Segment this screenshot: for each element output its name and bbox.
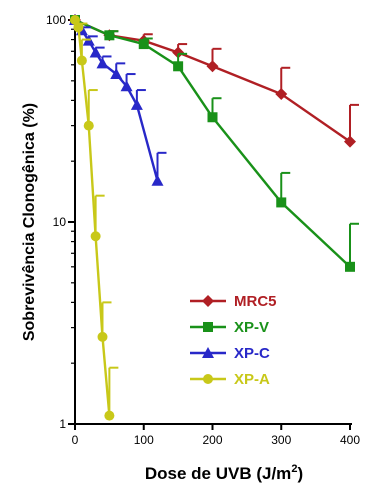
data-point-xp-v — [345, 261, 355, 272]
x-tick-label-400: 400 — [340, 433, 360, 447]
data-point-xp-v — [207, 112, 218, 123]
y-tick-label-10: 10 — [53, 215, 67, 229]
data-point-xp-a — [83, 120, 94, 131]
x-axis-title: Dose de UVB (J/m2) — [145, 463, 303, 483]
legend-marker-triangle — [202, 347, 214, 358]
data-point-xp-v — [173, 61, 184, 72]
legend-marker-square — [203, 322, 213, 332]
data-point-xp-c — [110, 68, 123, 80]
series-xp-v — [70, 15, 359, 272]
data-point-mrc5 — [275, 88, 288, 101]
data-point-xp-c — [151, 174, 164, 186]
x-tick-label-0: 0 — [72, 433, 79, 447]
series-line-xp-a — [73, 19, 111, 416]
data-point-xp-c — [120, 80, 133, 92]
y-axis-title: Sobrevivência Clonogênica (%) — [21, 103, 38, 341]
y-tick-label-100: 100 — [46, 13, 66, 27]
data-point-mrc5 — [206, 60, 219, 73]
data-point-mrc5 — [172, 46, 185, 59]
data-point-xp-a — [73, 22, 84, 33]
x-axis-title-superscript: 2 — [291, 463, 297, 475]
legend-label-mrc5: MRC5 — [234, 293, 277, 310]
series-xp-a — [70, 15, 119, 421]
data-point-xp-c — [96, 57, 109, 69]
legend-marker-diamond — [202, 295, 214, 307]
legend-entry-xp-c: XP-C — [190, 345, 270, 362]
legend-entry-mrc5: MRC5 — [190, 293, 277, 310]
data-point-mrc5 — [344, 135, 356, 148]
legend-marker-circle — [203, 374, 213, 384]
data-point-xp-a — [90, 231, 101, 242]
x-tick-label-200: 200 — [202, 433, 222, 447]
data-point-xp-c — [89, 46, 102, 58]
data-point-xp-a — [76, 55, 87, 66]
data-point-xp-v — [138, 39, 149, 50]
data-point-xp-v — [104, 30, 115, 41]
legend-entry-xp-a: XP-A — [190, 371, 270, 388]
x-tick-label-100: 100 — [134, 433, 154, 447]
data-point-xp-a — [97, 331, 108, 342]
data-point-xp-c — [130, 98, 143, 110]
data-point-xp-a — [104, 410, 115, 421]
data-point-xp-v — [276, 197, 287, 208]
y-tick-label-1: 1 — [59, 417, 66, 431]
legend-label-xp-a: XP-A — [234, 371, 270, 388]
legend-label-xp-v: XP-V — [234, 319, 269, 336]
x-tick-label-300: 300 — [271, 433, 291, 447]
legend-entry-xp-v: XP-V — [190, 319, 269, 336]
series-xp-c — [69, 14, 167, 186]
legend-label-xp-c: XP-C — [234, 345, 270, 362]
